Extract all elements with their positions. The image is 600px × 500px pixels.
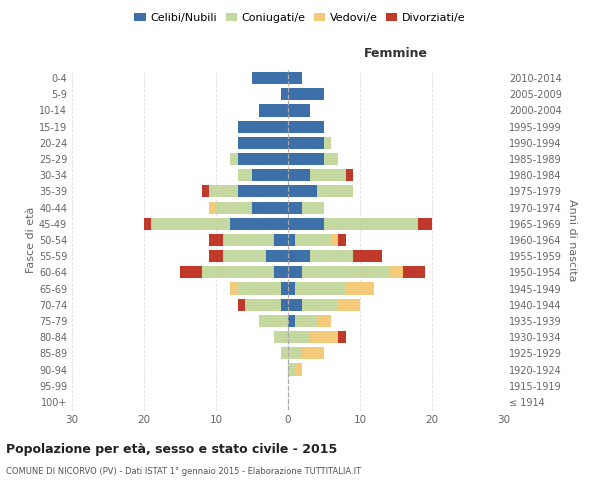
Bar [238,120,288,132]
Bar [302,202,324,213]
Bar [338,331,346,343]
Bar [180,266,202,278]
Bar [223,250,266,262]
Bar [317,186,353,198]
Bar [216,202,252,213]
Bar [288,72,302,84]
Bar [230,282,238,294]
Bar [302,348,324,360]
Bar [302,298,338,311]
Bar [389,266,403,278]
Bar [223,234,274,246]
Bar [346,169,353,181]
Text: Femmine: Femmine [364,47,428,60]
Bar [281,298,288,311]
Bar [288,104,310,117]
Bar [346,282,374,294]
Bar [317,315,331,327]
Bar [274,331,288,343]
Bar [202,266,274,278]
Bar [144,218,151,230]
Bar [274,266,288,278]
Bar [151,218,230,230]
Bar [245,298,281,311]
Bar [238,186,288,198]
Bar [288,153,324,165]
Bar [288,348,302,360]
Bar [288,282,295,294]
Bar [230,153,238,165]
Bar [281,88,288,101]
Bar [324,218,418,230]
Bar [338,234,346,246]
Y-axis label: Fasce di età: Fasce di età [26,207,36,273]
Bar [238,169,252,181]
Bar [295,234,331,246]
Bar [266,250,288,262]
Bar [288,218,324,230]
Bar [288,266,302,278]
Bar [288,364,295,376]
Bar [252,72,288,84]
Bar [295,315,317,327]
Y-axis label: Anni di nascita: Anni di nascita [567,198,577,281]
Bar [230,218,288,230]
Bar [324,137,331,149]
Bar [288,202,302,213]
Bar [418,218,432,230]
Bar [202,186,209,198]
Bar [302,266,389,278]
Bar [209,202,216,213]
Bar [209,186,238,198]
Bar [238,153,288,165]
Bar [288,298,302,311]
Bar [288,331,310,343]
Bar [310,331,338,343]
Bar [288,186,317,198]
Bar [259,104,288,117]
Bar [288,169,310,181]
Bar [288,88,324,101]
Legend: Celibi/Nubili, Coniugati/e, Vedovi/e, Divorziati/e: Celibi/Nubili, Coniugati/e, Vedovi/e, Di… [130,8,470,27]
Bar [310,250,353,262]
Bar [281,348,288,360]
Bar [288,315,295,327]
Bar [238,282,281,294]
Bar [288,234,295,246]
Bar [331,234,338,246]
Bar [281,282,288,294]
Text: COMUNE DI NICORVO (PV) - Dati ISTAT 1° gennaio 2015 - Elaborazione TUTTITALIA.IT: COMUNE DI NICORVO (PV) - Dati ISTAT 1° g… [6,468,361,476]
Bar [238,298,245,311]
Bar [295,364,302,376]
Bar [238,137,288,149]
Bar [209,234,223,246]
Bar [288,137,324,149]
Bar [252,169,288,181]
Bar [274,234,288,246]
Bar [288,250,310,262]
Bar [403,266,425,278]
Text: Popolazione per età, sesso e stato civile - 2015: Popolazione per età, sesso e stato civil… [6,442,337,456]
Bar [259,315,288,327]
Bar [295,282,346,294]
Bar [324,153,338,165]
Bar [288,120,324,132]
Bar [209,250,223,262]
Bar [310,169,346,181]
Bar [338,298,360,311]
Bar [252,202,288,213]
Bar [353,250,382,262]
